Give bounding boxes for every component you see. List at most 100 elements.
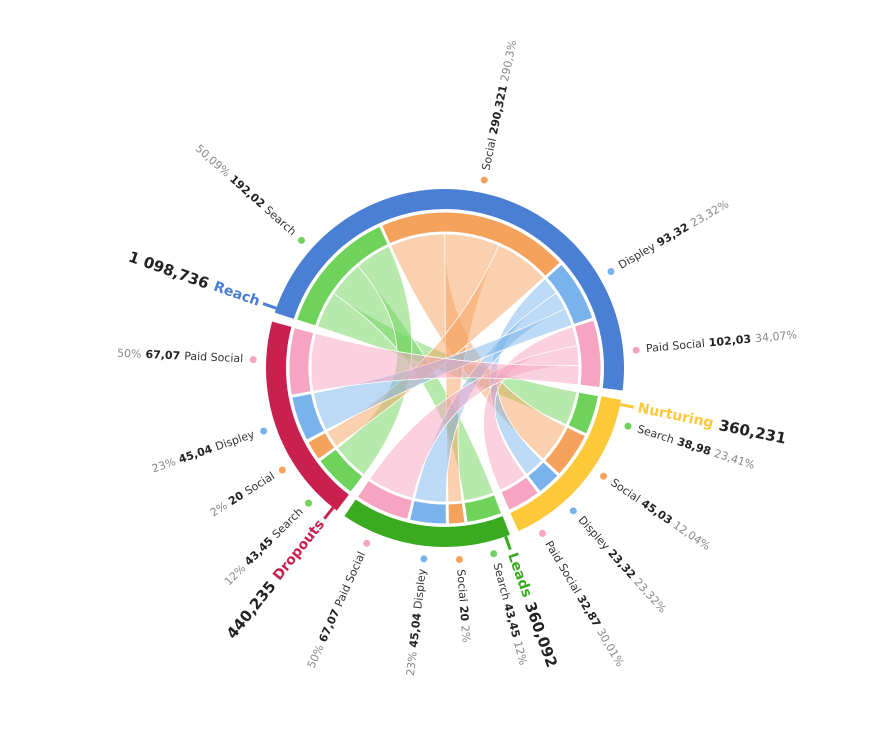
- segment-name: Displey: [411, 568, 428, 610]
- segment-arc: [296, 225, 389, 327]
- segment-label: 50%67,07Paid Social: [305, 550, 368, 671]
- segment-dot: [305, 499, 313, 507]
- segment-label: Paid Social 102,03 34,07%: [645, 328, 797, 355]
- segment-dot: [600, 472, 608, 480]
- segment-percent-label: 23,41%: [713, 447, 757, 472]
- segment-dot: [363, 539, 371, 547]
- segment-percent-label: 50,09%: [193, 142, 233, 180]
- segment-name: Paid Social: [645, 337, 705, 355]
- segment-dot: [249, 356, 257, 364]
- segment-name: Social: [479, 137, 498, 172]
- chords: [310, 233, 580, 503]
- group-name: Reach: [211, 279, 262, 310]
- segment-name: Paid Social: [542, 539, 583, 596]
- segment-name: Displey: [616, 240, 658, 272]
- group-tick: [504, 535, 512, 551]
- group-tick: [619, 402, 635, 409]
- segment-value-label: 43,45: [242, 535, 276, 569]
- segment-arc: [500, 476, 539, 511]
- segment-dot: [455, 555, 463, 563]
- segment-arc: [381, 211, 561, 277]
- segment-value-label: 43,45: [501, 602, 522, 639]
- segment-value-label: 290,321: [487, 84, 510, 136]
- segment-percent-label: 2%: [458, 625, 472, 643]
- segment-arc: [527, 461, 559, 493]
- segment-name: Search: [262, 203, 299, 238]
- segment-arc: [544, 426, 587, 475]
- segment-value-label: 23,32: [605, 547, 638, 582]
- segment-dot: [538, 529, 546, 537]
- segment-value-label: 45,04: [177, 442, 214, 466]
- segment-value-label: 45,04: [407, 612, 424, 648]
- segment-label: 50,09%192,02Search: [193, 142, 299, 238]
- segment-value-label: 67,07: [316, 607, 342, 644]
- segment-percent-label: 12,04%: [671, 519, 713, 553]
- segment-percent-label: 50%: [305, 643, 327, 671]
- group-arc: [265, 321, 349, 511]
- segment-dot: [298, 236, 306, 244]
- segment-dot: [607, 268, 615, 276]
- segment-percent-label: 2%: [208, 499, 230, 519]
- segment-dot: [569, 507, 577, 515]
- segment-arc: [567, 391, 600, 435]
- segment-percent-label: 34,07%: [754, 328, 797, 345]
- segment-label: Social 20 2%: [454, 569, 472, 643]
- segment-value-label: 192,02: [227, 173, 267, 211]
- segment-label: Social290,321290,3%: [479, 39, 519, 172]
- segment-arc: [573, 319, 602, 389]
- segment-percent-label: 50%: [117, 347, 142, 361]
- segment-value-label: 93,32: [655, 221, 692, 250]
- segment-dot: [480, 176, 488, 184]
- segment-name: Paid Social: [184, 350, 244, 366]
- segment-name: Social: [243, 469, 278, 497]
- segment-arc: [408, 499, 447, 525]
- segment-value-label: 20: [226, 489, 246, 508]
- segment-name: Social: [608, 476, 642, 505]
- segment-percent-label: 23,32%: [631, 576, 669, 616]
- segment-arc: [288, 327, 315, 396]
- segment-arc: [291, 392, 326, 441]
- segment-label: 23% 45,04 Displey: [404, 568, 429, 677]
- segment-name: Social: [454, 569, 469, 603]
- segment-arc: [463, 494, 503, 523]
- segment-arc: [307, 431, 336, 460]
- segment-value-label: 45,03: [639, 497, 675, 527]
- segment-value-label: 32,87: [574, 593, 603, 630]
- segment-arc: [356, 479, 413, 521]
- segment-dot: [278, 466, 286, 474]
- group-value-label: 360,231: [717, 416, 788, 448]
- segment-dot: [260, 427, 268, 435]
- segment-percent-label: 12%: [511, 640, 530, 667]
- segment-percent-label: 290,3%: [498, 39, 519, 83]
- segment-label: 50%67,07 Paid Social: [117, 347, 244, 366]
- segment-name: Paid Social: [332, 550, 368, 609]
- segment-value-label: 20: [457, 605, 471, 622]
- segment-label: 23%45,04Displey: [150, 428, 257, 476]
- segment-dot: [420, 555, 428, 563]
- segment-label: 2%20Social: [208, 469, 277, 519]
- segment-percent-label: 23%: [404, 651, 420, 677]
- segment-dot: [490, 550, 498, 558]
- group-arc: [344, 499, 510, 548]
- chord: [326, 244, 545, 447]
- group-arc: [510, 396, 622, 532]
- segment-arc: [319, 448, 364, 493]
- segment-arc: [545, 263, 594, 326]
- segment-percent-label: 12%: [222, 562, 249, 588]
- segment-value-label: 67,07: [145, 348, 180, 363]
- segment-value-label: 38,98: [676, 435, 713, 458]
- chord: [310, 332, 580, 392]
- segment-value-label: 102,03: [708, 333, 751, 350]
- segment-arc: [447, 502, 466, 525]
- group-tick: [262, 302, 277, 310]
- segment-name: Displey: [214, 428, 257, 454]
- segment-percent-label: 23%: [150, 455, 177, 475]
- segment-dot: [624, 422, 632, 430]
- group-label: 1 098,736Reach: [126, 247, 262, 310]
- group-value-label: 1 098,736: [126, 247, 211, 292]
- group-tick: [323, 506, 335, 520]
- segment-label: Social45,0312,04%: [608, 476, 712, 553]
- segment-label: Displey93,3223,32%: [616, 197, 731, 271]
- segment-dot: [632, 346, 640, 354]
